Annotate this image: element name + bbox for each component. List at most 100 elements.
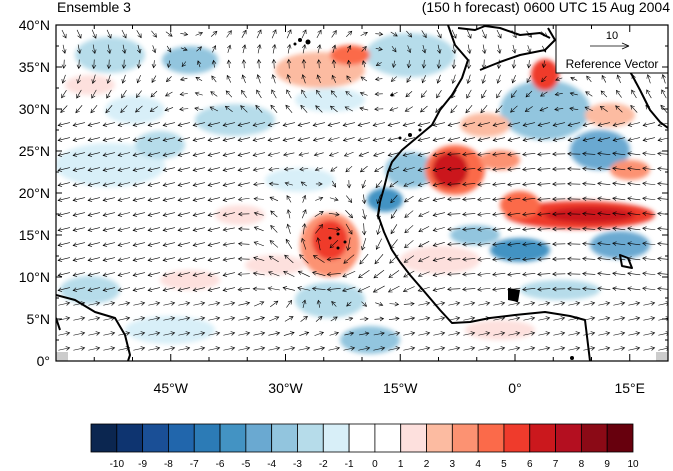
wind-vector: [135, 90, 142, 98]
wind-vector: [253, 316, 266, 321]
wind-vector: [567, 211, 581, 217]
wind-vector: [388, 346, 401, 351]
wind-vector: [451, 59, 457, 70]
wind-vector: [301, 74, 306, 84]
wind-vector: [177, 242, 190, 247]
wind-vector: [388, 331, 401, 336]
wind-vector: [328, 152, 339, 157]
wind-vector: [88, 301, 101, 306]
wind-vector: [481, 29, 487, 39]
wind-vector: [493, 301, 506, 306]
wind-vector: [72, 287, 85, 292]
wind-vector: [492, 227, 506, 232]
lat-tick-label: 0°: [37, 353, 50, 369]
wind-vector: [283, 346, 296, 351]
wind-vector: [147, 197, 160, 202]
wind-vector: [582, 166, 596, 172]
wind-vector: [222, 137, 235, 142]
wind-vector: [162, 272, 175, 277]
wind-vector: [162, 182, 175, 187]
wind-vector: [237, 122, 250, 127]
title-right: (150 h forecast) 0600 UTC 15 Aug 2004: [421, 0, 670, 15]
wind-vector: [268, 181, 279, 187]
wind-vector: [117, 227, 130, 232]
wind-vector: [252, 137, 265, 142]
wind-vector: [496, 74, 501, 84]
wind-vector: [301, 89, 307, 99]
wind-vector: [133, 301, 146, 306]
wind-vector: [569, 106, 579, 112]
wind-vector: [315, 224, 323, 234]
wind-vector: [642, 166, 656, 171]
wind-vector: [297, 137, 310, 142]
wind-vector: [253, 181, 265, 187]
wind-vector: [432, 152, 445, 157]
wind-vector: [537, 271, 551, 277]
wind-vector: [375, 302, 384, 307]
wind-vector: [253, 256, 265, 261]
wind-vector: [147, 227, 160, 232]
wind-vector: [162, 197, 175, 202]
wind-vector: [462, 212, 476, 217]
wind-vector: [466, 29, 472, 39]
wind-vector: [463, 301, 476, 306]
wind-vector: [256, 29, 262, 39]
wind-vector: [60, 105, 68, 113]
wind-vector: [312, 255, 325, 263]
wind-vector: [328, 346, 341, 351]
colorbar-label: 7: [553, 459, 559, 470]
wind-vector: [102, 197, 115, 202]
wind-vector: [207, 257, 220, 262]
colorbar-cell: [503, 423, 531, 453]
wind-vector: [135, 105, 143, 113]
colorbar-cell: [245, 423, 273, 453]
wind-vector: [345, 91, 353, 97]
wind-vector: [87, 152, 100, 157]
wind-vector: [268, 331, 281, 336]
wind-vector: [87, 227, 100, 232]
wind-vector: [661, 89, 667, 99]
wind-vector: [212, 45, 217, 53]
wind-vector: [361, 301, 368, 307]
wind-vector: [583, 331, 596, 336]
lat-tick-label: 30°N: [19, 101, 50, 117]
wind-vector: [389, 180, 399, 188]
wind-vector: [117, 167, 130, 172]
wind-vector: [211, 75, 217, 83]
wind-vector: [477, 212, 491, 217]
wind-vector: [253, 346, 266, 351]
wind-vector: [196, 60, 202, 68]
wind-vector: [657, 166, 668, 172]
wind-vector: [537, 286, 551, 292]
wind-vector: [541, 76, 547, 83]
wind-vector: [238, 226, 250, 232]
lon-tick-label: 15°W: [383, 380, 418, 396]
missing-data-strip: [56, 352, 68, 361]
wind-vector: [600, 90, 608, 98]
wind-vector: [523, 316, 536, 321]
wind-vector: [237, 182, 250, 187]
wind-vector: [643, 346, 656, 351]
wind-vector: [421, 59, 427, 69]
wind-vector: [421, 30, 427, 39]
wind-vector: [327, 137, 340, 142]
wind-vector: [237, 256, 250, 262]
wind-vector: [390, 209, 398, 219]
wind-vector: [418, 226, 430, 233]
wind-vector: [148, 346, 161, 351]
wind-vector: [507, 167, 521, 172]
wind-vector: [148, 301, 161, 306]
wind-vector: [57, 137, 70, 142]
wind-vector: [555, 76, 563, 82]
wind-vector: [567, 286, 581, 292]
wind-vector: [597, 286, 611, 291]
wind-vector: [477, 257, 491, 262]
wind-vector: [117, 257, 130, 262]
wind-vector: [286, 43, 292, 54]
wind-vector: [552, 211, 566, 217]
wind-vector: [507, 137, 520, 142]
wind-vector: [286, 209, 292, 219]
wind-vector: [254, 301, 265, 307]
wind-vector: [210, 30, 218, 37]
